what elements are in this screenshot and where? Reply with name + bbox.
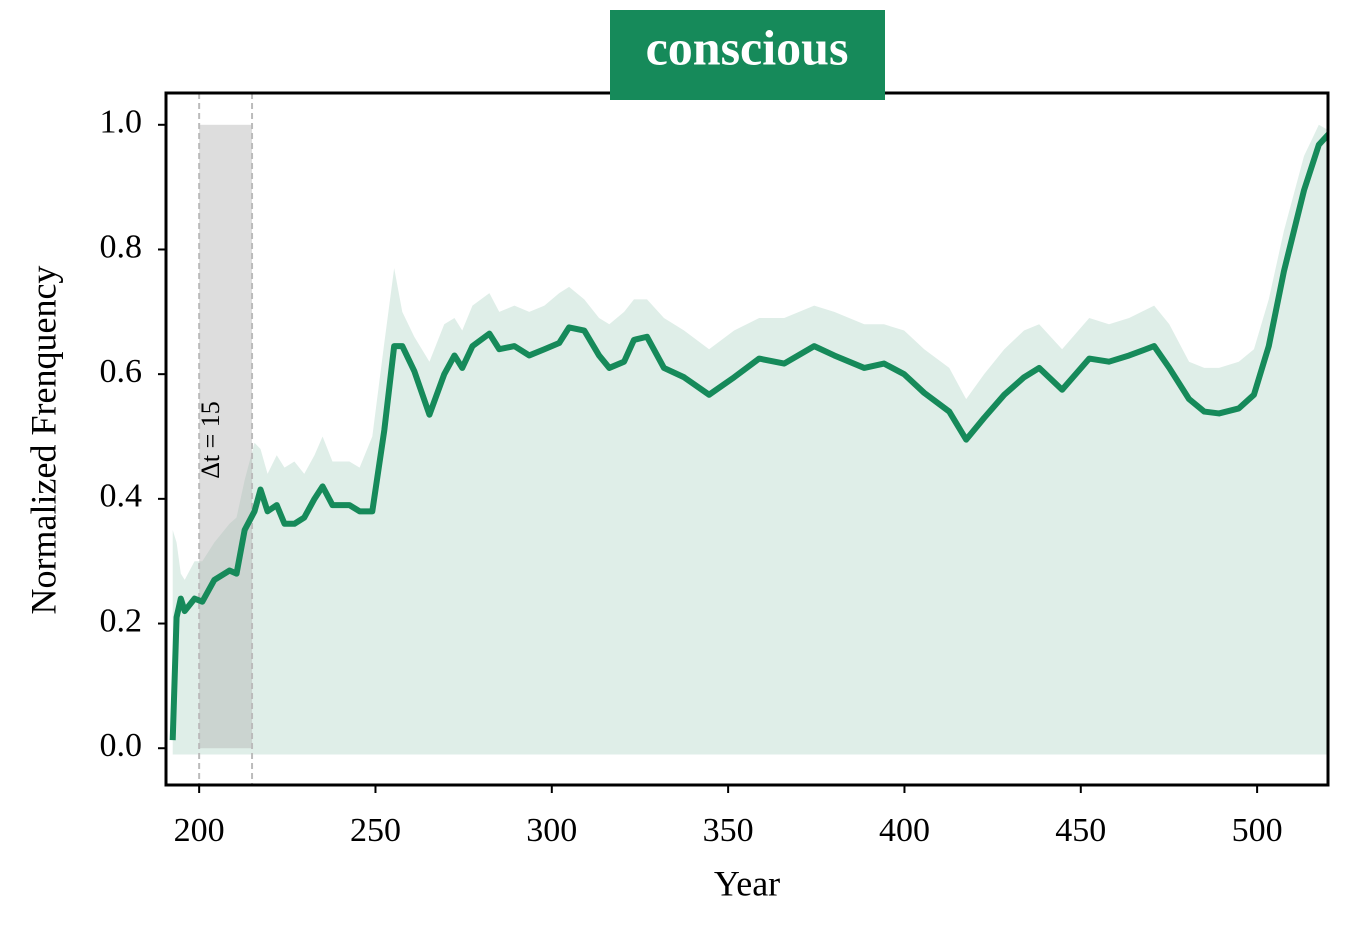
x-tick-label: 300 — [526, 812, 577, 849]
y-tick-label: 0.0 — [100, 727, 143, 764]
x-tick-label: 350 — [703, 812, 754, 849]
highlight-region — [199, 124, 253, 749]
band-area — [172, 124, 1328, 755]
y-tick-label: 0.8 — [100, 228, 143, 265]
x-axis-label: Year — [714, 863, 780, 903]
x-tick-label: 250 — [350, 812, 401, 849]
y-tick-label: 1.0 — [100, 104, 143, 141]
y-tick-label: 0.4 — [100, 478, 143, 515]
x-tick-label: 200 — [174, 812, 225, 849]
y-tick-label: 0.6 — [100, 353, 143, 390]
y-axis-label: Normalized Frenquency — [23, 266, 63, 615]
title-box — [610, 10, 885, 100]
plot-area — [169, 93, 1328, 785]
x-tick-label: 450 — [1055, 812, 1106, 849]
y-tick-label: 0.2 — [100, 602, 143, 639]
x-tick-label: 500 — [1232, 812, 1283, 849]
highlight-label: Δt = 15 — [196, 401, 225, 479]
data-line — [169, 130, 1328, 741]
x-tick-label: 400 — [879, 812, 930, 849]
chart-title: conscious — [646, 19, 849, 75]
